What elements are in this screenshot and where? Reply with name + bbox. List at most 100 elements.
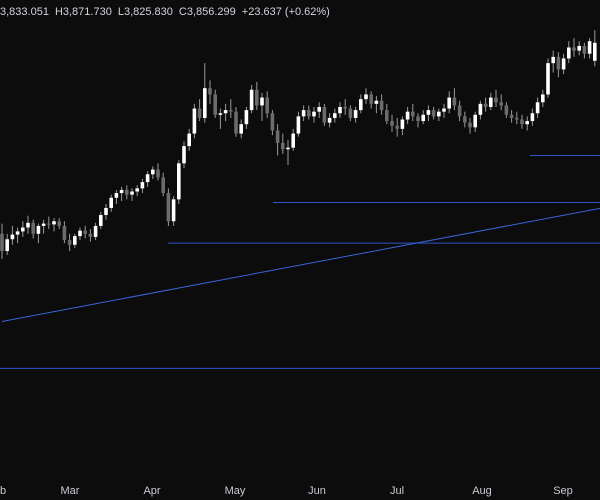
candle-body <box>104 207 108 215</box>
candle <box>499 94 503 111</box>
candle-body <box>291 133 295 148</box>
candle-body <box>457 105 462 117</box>
candle-body <box>483 103 488 107</box>
candle <box>83 225 87 239</box>
candle-body <box>47 223 51 225</box>
candle-body <box>395 125 399 129</box>
candle-body <box>140 182 145 189</box>
x-axis: b Mar Apr May Jun Jul Aug Sep <box>0 485 573 497</box>
candle <box>437 108 441 122</box>
candle <box>114 189 119 205</box>
candle-body <box>312 111 316 117</box>
candle-body <box>546 63 550 95</box>
candle <box>452 88 457 111</box>
x-tick-label: Jun <box>308 485 326 497</box>
candle <box>457 100 462 122</box>
candle <box>582 42 587 59</box>
candle <box>551 50 555 73</box>
candle <box>260 92 264 122</box>
candle <box>416 113 420 128</box>
candle <box>93 222 98 241</box>
candle <box>182 141 186 169</box>
x-tick-label: Aug <box>472 485 492 497</box>
candle <box>359 94 363 114</box>
candle-body <box>109 197 113 208</box>
candle-body <box>239 124 243 134</box>
candle-body <box>286 147 290 150</box>
candle-body <box>192 108 197 134</box>
candle <box>317 102 321 118</box>
candle <box>291 128 295 151</box>
candle-body <box>421 114 425 122</box>
candle <box>255 81 259 111</box>
candle-body <box>208 88 212 95</box>
candle-body <box>281 142 285 150</box>
trend-line[interactable] <box>1 207 600 322</box>
candle <box>530 108 535 126</box>
candle <box>395 117 399 137</box>
candle-body <box>582 45 587 54</box>
candle <box>62 221 67 244</box>
x-tick-label: May <box>225 485 246 497</box>
candle <box>244 106 249 129</box>
candle <box>88 229 93 242</box>
candle <box>208 80 212 104</box>
candle-body <box>255 89 259 106</box>
candle-body <box>145 174 150 183</box>
candle-body <box>161 177 165 194</box>
candle <box>187 128 191 151</box>
candle-body <box>223 110 228 114</box>
candle-body <box>593 42 597 61</box>
candle <box>468 117 472 134</box>
candle <box>593 30 597 67</box>
candle <box>213 89 217 118</box>
candle <box>322 103 327 126</box>
candle-body <box>301 110 306 117</box>
candle-body <box>463 116 467 123</box>
candle-body <box>431 110 436 117</box>
candle-body <box>515 117 519 120</box>
candle <box>489 92 493 111</box>
candle <box>535 97 540 118</box>
candle-body <box>26 222 30 228</box>
candle-body <box>265 97 269 114</box>
candle <box>546 58 550 98</box>
candle-body <box>322 106 327 123</box>
candle <box>312 106 316 123</box>
close-value: C3,856.299 <box>178 6 236 18</box>
candle <box>338 102 342 118</box>
candle-body <box>62 225 67 241</box>
candle-body <box>218 113 223 115</box>
horizontal-levels[interactable] <box>0 155 600 369</box>
candle-body <box>374 100 379 104</box>
candle-body <box>125 189 129 195</box>
candle <box>494 89 498 107</box>
candle-body <box>229 110 233 112</box>
candle-body <box>411 111 415 117</box>
candle <box>343 99 347 115</box>
candle-body <box>119 189 124 194</box>
candle-body <box>234 111 238 134</box>
trendline-group[interactable] <box>1 207 600 322</box>
candle <box>57 218 61 230</box>
candle-body <box>67 240 72 245</box>
x-tick-label: Jul <box>390 485 404 497</box>
candle <box>483 97 488 112</box>
candle-body <box>364 94 368 100</box>
candle <box>145 171 150 187</box>
x-tick-label: Mar <box>61 485 80 497</box>
candle-body <box>36 225 41 234</box>
candle-body <box>93 225 98 237</box>
candle <box>161 172 165 197</box>
candle-body <box>166 193 171 222</box>
candle-body <box>88 233 93 237</box>
candle-body <box>525 121 529 125</box>
candle-body <box>359 99 363 111</box>
candle <box>0 223 4 259</box>
candle <box>567 41 571 64</box>
candle <box>249 85 254 114</box>
candle-body <box>452 97 457 106</box>
candle-body <box>244 110 249 125</box>
x-tick-label: b <box>0 485 6 497</box>
